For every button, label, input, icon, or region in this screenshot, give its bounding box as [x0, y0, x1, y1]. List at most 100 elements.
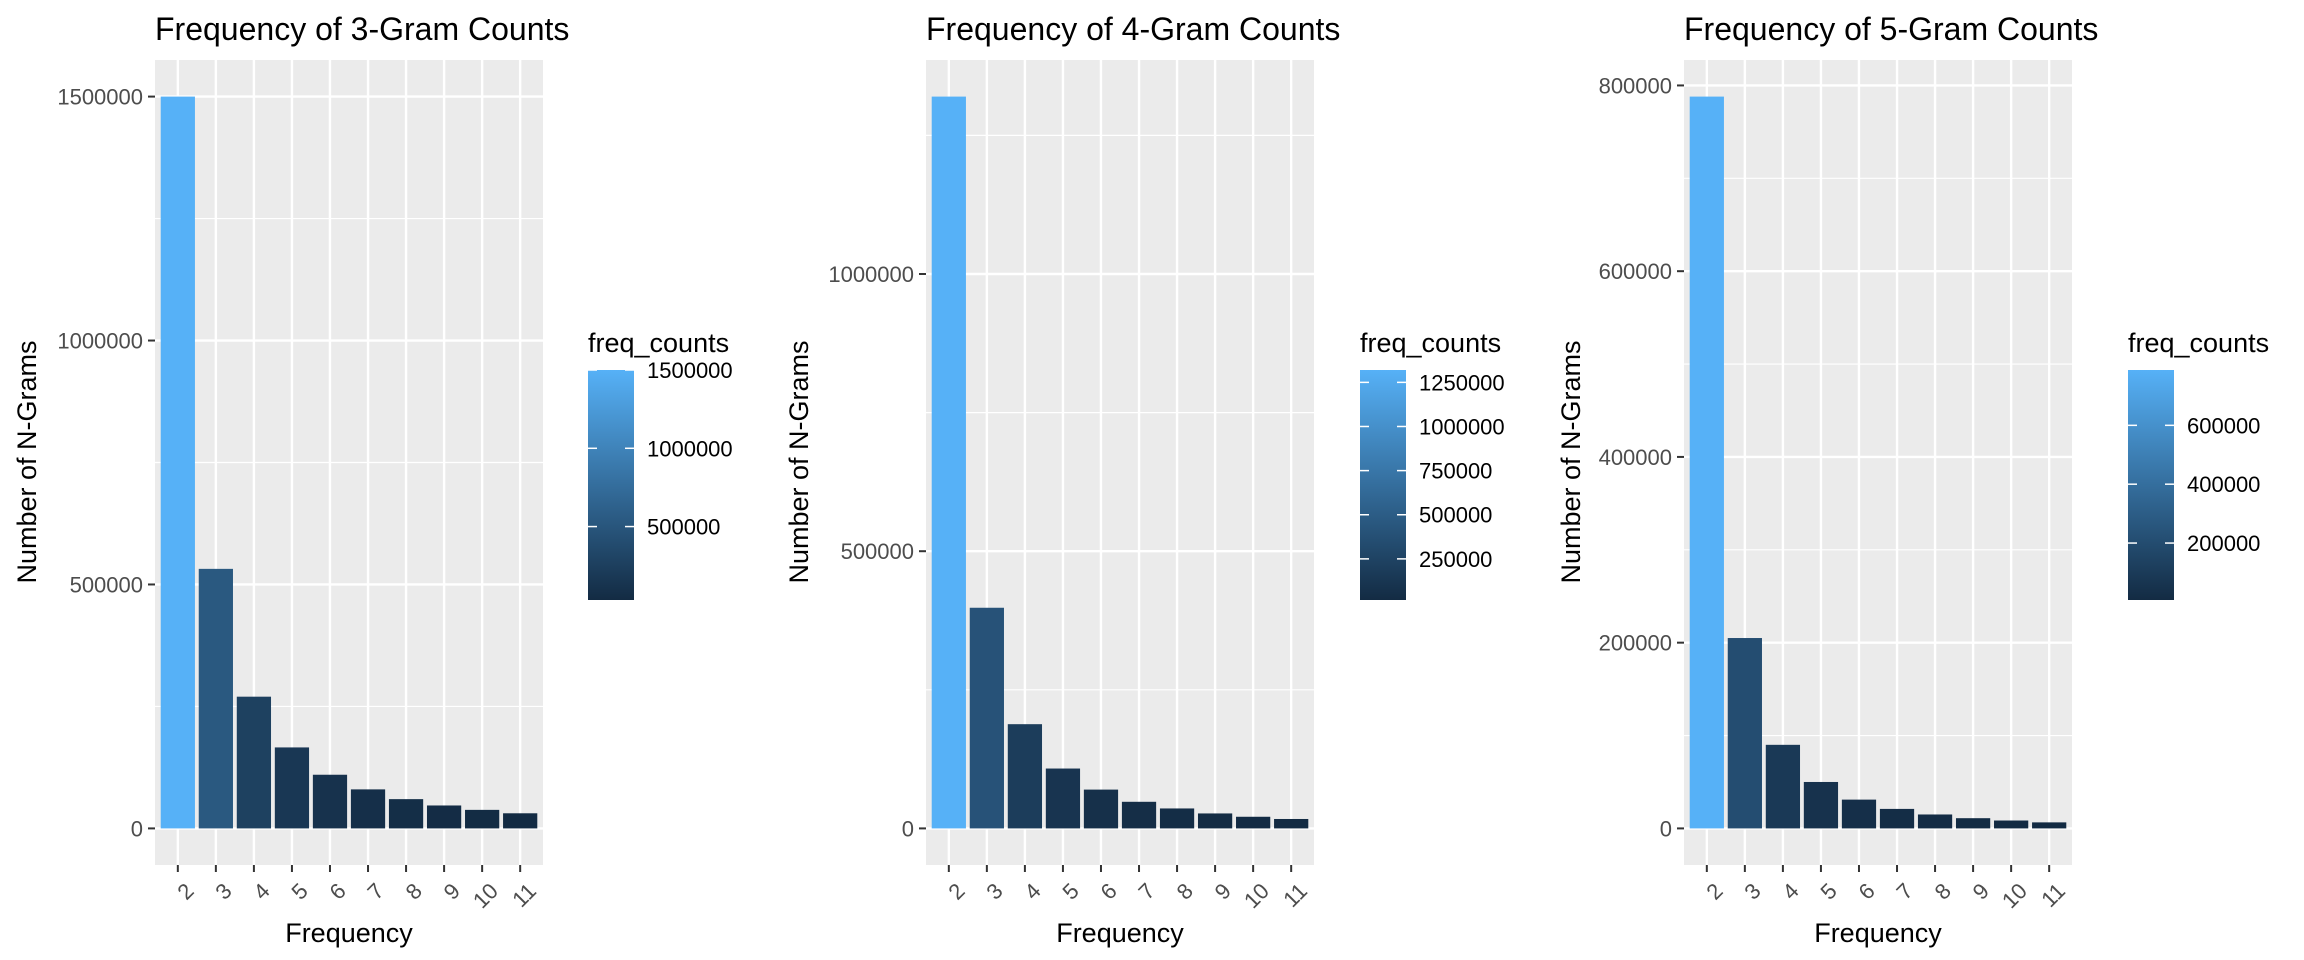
y-tick-label: 0 [902, 816, 914, 841]
y-tick-label: 0 [1660, 816, 1672, 841]
chart-title: Frequency of 3-Gram Counts [155, 11, 569, 47]
chart-title: Frequency of 4-Gram Counts [926, 11, 1340, 47]
legend-tick-label: 600000 [2187, 413, 2260, 438]
x-tick-label: 2 [943, 878, 969, 904]
x-tick-label: 11 [1278, 878, 1312, 912]
bars [931, 96, 1309, 829]
legend-tick-label: 400000 [2187, 472, 2260, 497]
x-tick-label: 6 [324, 878, 350, 904]
y-tick-label: 1000000 [57, 329, 143, 354]
y-axis-label: Number of N-Grams [784, 340, 814, 583]
y-axis-label: Number of N-Grams [12, 340, 42, 583]
bar-6 [1841, 799, 1877, 829]
legend-tick-label: 500000 [647, 515, 720, 540]
x-axis-label: Frequency [285, 918, 413, 948]
y-tick-label: 1500000 [57, 85, 143, 110]
x-tick-label: 10 [1239, 878, 1274, 913]
x-ticks: 2 3 4 5 6 7 8 9 10 11 [943, 865, 1312, 913]
legend-title: freq_counts [588, 328, 729, 358]
bar-5 [274, 747, 310, 829]
bar-3 [969, 607, 1004, 829]
x-tick-label: 5 [286, 878, 312, 904]
legend: freq_counts 500000 1000000 1500000 [588, 328, 733, 600]
x-tick-label: 4 [1019, 878, 1045, 904]
bar-4 [1007, 724, 1043, 829]
x-tick-label: 10 [468, 878, 503, 913]
x-axis-label: Frequency [1814, 918, 1942, 948]
y-axis-label: Number of N-Grams [1556, 340, 1586, 583]
x-tick-label: 4 [1777, 878, 1803, 904]
bar-2 [931, 96, 966, 829]
gridlines [1684, 60, 2072, 865]
bar-9 [426, 805, 462, 829]
x-tick-label: 7 [1134, 878, 1160, 904]
bar-6 [312, 774, 348, 829]
bar-10 [465, 809, 500, 829]
x-tick-label: 11 [2036, 878, 2070, 912]
bar-8 [1159, 808, 1195, 829]
legend-title: freq_counts [1360, 328, 1501, 358]
legend-tick-label: 1000000 [647, 436, 733, 461]
x-tick-label: 9 [439, 878, 465, 904]
x-tick-label: 3 [1739, 878, 1765, 904]
x-tick-label: 9 [1968, 878, 1994, 904]
x-tick-label: 7 [363, 878, 389, 904]
y-tick-label: 200000 [1599, 631, 1672, 656]
legend-colorbar [588, 370, 634, 600]
bar-9 [1197, 813, 1233, 829]
legend-title: freq_counts [2128, 328, 2269, 358]
y-tick-label: 800000 [1599, 73, 1672, 98]
bar-3 [198, 568, 233, 829]
bar-5 [1803, 781, 1839, 829]
x-tick-label: 5 [1815, 878, 1841, 904]
legend-colorbar [2128, 370, 2174, 600]
bar-2 [160, 96, 195, 829]
legend-colorbar [1360, 370, 1406, 600]
bar-3 [1727, 638, 1762, 829]
bar-7 [350, 789, 386, 829]
legend-tick-label: 750000 [1419, 459, 1492, 484]
bar-4 [1765, 744, 1801, 829]
y-tick-label: 500000 [70, 572, 143, 597]
legend-tick-label: 1250000 [1419, 370, 1505, 395]
x-ticks: 2 3 4 5 6 7 8 9 10 11 [172, 865, 541, 913]
bar-6 [1083, 789, 1119, 829]
legend-ticks: 500000 1000000 1500000 [588, 358, 733, 540]
x-tick-label: 2 [172, 878, 198, 904]
bar-11 [1274, 818, 1309, 829]
y-tick-label: 500000 [841, 539, 914, 564]
chart-panel-3gram: Frequency of 3-Gram Counts 0 500000 100000… [12, 11, 733, 948]
x-tick-label: 8 [1172, 878, 1198, 904]
y-ticks: 0 500000 1000000 [828, 262, 926, 841]
legend-ticks: 200000 400000 600000 [2128, 413, 2260, 556]
x-tick-label: 11 [507, 878, 541, 912]
x-tick-label: 3 [210, 878, 236, 904]
x-tick-label: 6 [1095, 878, 1121, 904]
bar-10 [1236, 816, 1271, 829]
bar-7 [1121, 801, 1157, 829]
x-tick-label: 6 [1853, 878, 1879, 904]
y-tick-label: 0 [131, 816, 143, 841]
chart-title: Frequency of 5-Gram Counts [1684, 11, 2098, 47]
y-tick-label: 1000000 [828, 262, 914, 287]
legend: freq_counts 200000 400000 600000 [2128, 328, 2269, 600]
x-tick-label: 7 [1892, 878, 1918, 904]
x-ticks: 2 3 4 5 6 7 8 9 10 11 [1701, 865, 2070, 913]
x-tick-label: 8 [401, 878, 427, 904]
bar-11 [2032, 822, 2067, 829]
x-tick-label: 4 [248, 878, 274, 904]
y-ticks: 0 500000 1000000 1500000 [57, 85, 155, 841]
legend-tick-label: 200000 [2187, 531, 2260, 556]
bar-4 [236, 696, 272, 829]
chart-panel-5gram: Frequency of 5-Gram Counts 0 200000 400000… [1556, 11, 2269, 948]
bar-10 [1994, 820, 2029, 829]
y-tick-label: 600000 [1599, 259, 1672, 284]
y-ticks: 0 200000 400000 600000 800000 [1599, 73, 1684, 841]
legend-tick-label: 1000000 [1419, 414, 1505, 439]
bar-2 [1689, 96, 1724, 829]
bar-11 [503, 813, 538, 829]
bar-8 [388, 799, 424, 829]
chart-panel-4gram: Frequency of 4-Gram Counts 0 500000 100000… [784, 11, 1505, 948]
x-tick-label: 8 [1930, 878, 1956, 904]
